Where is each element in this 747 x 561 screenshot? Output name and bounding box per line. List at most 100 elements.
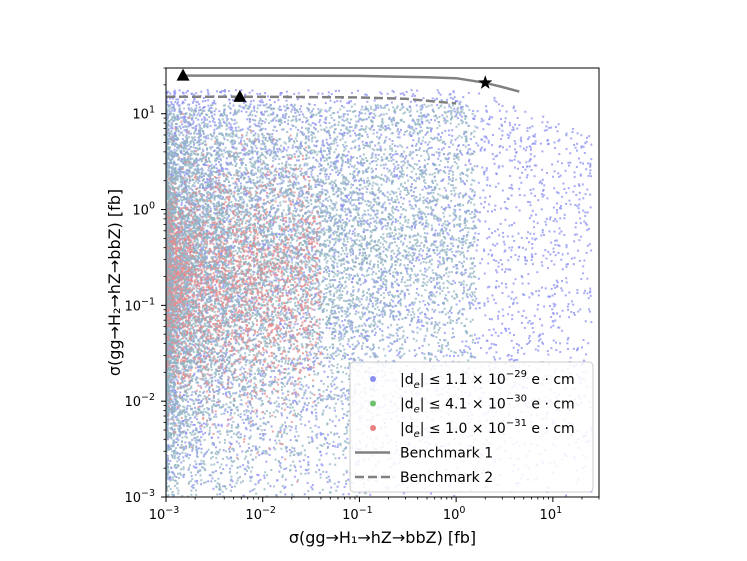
scatter-point xyxy=(542,188,545,191)
scatter-point xyxy=(453,194,456,197)
scatter-point xyxy=(569,152,572,155)
scatter-point xyxy=(357,342,360,345)
scatter-point xyxy=(487,253,490,256)
scatter-point xyxy=(218,358,221,361)
scatter-point xyxy=(366,229,369,232)
scatter-point xyxy=(254,206,257,209)
scatter-point xyxy=(539,333,542,336)
scatter-point xyxy=(579,174,582,177)
scatter-point xyxy=(361,214,364,217)
scatter-point xyxy=(497,315,499,318)
scatter-point xyxy=(190,394,193,397)
scatter-point xyxy=(259,191,262,194)
scatter-point xyxy=(169,92,172,95)
scatter-point xyxy=(555,220,558,223)
scatter-point xyxy=(265,173,268,175)
scatter-point xyxy=(180,158,183,160)
scatter-point xyxy=(552,220,555,222)
scatter-point xyxy=(211,241,214,244)
scatter-point xyxy=(325,406,327,409)
scatter-point xyxy=(279,182,282,185)
scatter-point xyxy=(371,116,374,119)
scatter-point xyxy=(200,430,203,433)
scatter-point xyxy=(539,142,542,145)
scatter-point xyxy=(267,95,269,98)
scatter-point xyxy=(279,429,282,432)
scatter-point xyxy=(343,146,346,148)
scatter-point xyxy=(178,458,181,461)
scatter-point xyxy=(385,270,387,273)
scatter-point xyxy=(369,222,372,224)
scatter-point xyxy=(187,441,190,444)
scatter-point xyxy=(246,144,249,147)
scatter-point xyxy=(235,333,238,336)
scatter-point xyxy=(569,161,572,164)
scatter-point xyxy=(202,121,205,124)
scatter-point xyxy=(578,211,581,214)
scatter-point xyxy=(580,146,583,149)
scatter-point xyxy=(294,111,297,114)
scatter-point xyxy=(414,279,417,281)
scatter-point xyxy=(295,222,298,225)
scatter-point xyxy=(441,131,444,134)
scatter-point xyxy=(344,456,347,459)
scatter-point xyxy=(348,392,351,395)
scatter-point xyxy=(247,460,249,463)
scatter-point xyxy=(200,483,203,486)
scatter-point xyxy=(330,164,333,167)
scatter-point xyxy=(178,89,181,92)
scatter-point xyxy=(229,392,231,395)
scatter-point xyxy=(294,182,297,185)
scatter-point xyxy=(553,141,556,144)
scatter-point xyxy=(202,299,205,302)
scatter-point xyxy=(228,305,231,308)
scatter-point xyxy=(242,494,245,497)
scatter-point xyxy=(566,305,569,308)
scatter-point xyxy=(463,349,466,352)
scatter-point xyxy=(522,147,525,150)
scatter-point xyxy=(418,259,421,262)
scatter-point xyxy=(512,302,514,305)
scatter-point xyxy=(359,112,361,115)
scatter-point xyxy=(558,138,561,141)
scatter-point xyxy=(553,263,556,266)
scatter-point xyxy=(292,337,295,340)
scatter-point xyxy=(270,228,273,231)
scatter-point xyxy=(253,107,255,110)
scatter-point xyxy=(269,402,272,405)
scatter-point xyxy=(465,257,468,260)
scatter-point xyxy=(285,174,288,177)
scatter-point xyxy=(434,119,436,122)
scatter-point xyxy=(481,334,484,337)
scatter-point xyxy=(281,128,284,131)
scatter-point xyxy=(318,267,321,270)
scatter-point xyxy=(197,159,200,162)
scatter-point xyxy=(557,326,560,329)
scatter-point xyxy=(329,137,332,140)
scatter-point xyxy=(373,116,376,119)
scatter-point xyxy=(222,284,225,287)
scatter-point xyxy=(485,109,488,112)
scatter-point xyxy=(290,103,293,106)
scatter-point xyxy=(197,219,200,222)
scatter-point xyxy=(240,89,243,92)
scatter-point xyxy=(317,108,320,111)
scatter-point xyxy=(187,400,189,403)
scatter-point xyxy=(221,374,223,377)
scatter-point xyxy=(557,123,560,126)
scatter-point xyxy=(231,311,234,313)
scatter-point xyxy=(310,173,313,176)
scatter-point xyxy=(536,308,539,311)
scatter-point xyxy=(222,185,225,188)
scatter-point xyxy=(563,188,566,191)
scatter-point xyxy=(204,99,207,102)
scatter-point xyxy=(540,208,543,211)
scatter-point xyxy=(195,104,198,107)
scatter-point xyxy=(328,152,331,155)
scatter-point xyxy=(358,111,361,113)
scatter-point xyxy=(280,240,283,243)
scatter-point xyxy=(217,200,220,203)
scatter-point xyxy=(504,207,507,209)
scatter-point xyxy=(463,194,466,197)
